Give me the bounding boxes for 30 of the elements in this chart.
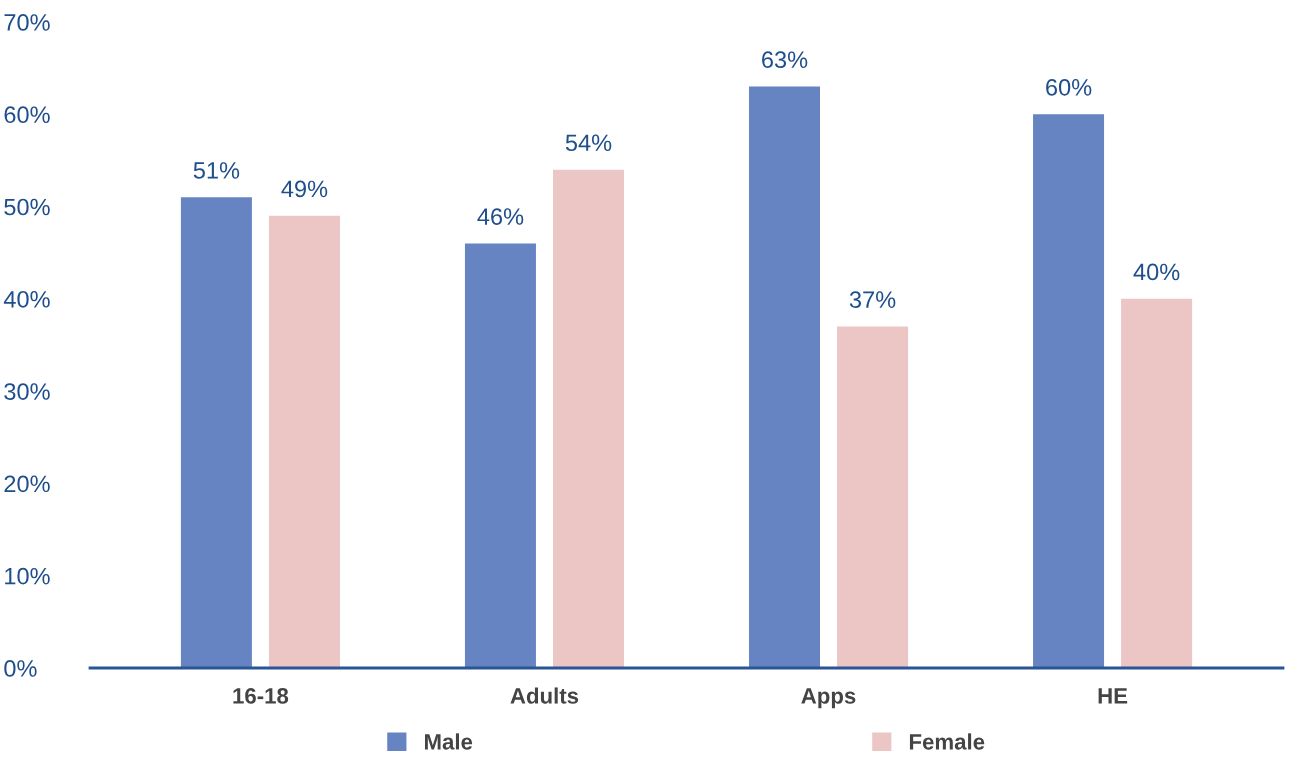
y-tick-label: 30% <box>4 383 50 400</box>
text: 46% <box>477 208 524 225</box>
y-tick-label: 0% <box>4 660 37 677</box>
bar <box>180 197 252 668</box>
text: 63% <box>762 51 808 69</box>
text: 40% <box>1133 263 1180 281</box>
x-tick-label: HE <box>1098 688 1128 704</box>
x-tick-label: Adults <box>510 687 579 704</box>
x-tick-label: 16-18 <box>233 688 289 704</box>
legend-label: Female <box>909 733 985 750</box>
bar <box>553 169 625 668</box>
bar <box>268 215 340 668</box>
text: 60% <box>1046 79 1092 96</box>
bar <box>837 326 909 668</box>
x-tick-label: Apps <box>801 688 856 709</box>
text: 51% <box>193 162 240 179</box>
bar <box>464 243 536 668</box>
text: 37% <box>849 291 896 308</box>
y-tick-label: 70% <box>4 14 50 31</box>
bar <box>748 86 820 668</box>
y-tick-label: 20% <box>4 475 50 493</box>
bar <box>1033 114 1105 668</box>
bar <box>1121 298 1193 668</box>
y-tick-label: 10% <box>5 567 50 585</box>
text: 49% <box>281 180 328 198</box>
y-tick-label: 50% <box>4 198 50 216</box>
legend-label: Male <box>425 733 473 750</box>
y-tick-label: 60% <box>4 106 50 124</box>
text: 54% <box>565 134 612 152</box>
y-tick-label: 40% <box>3 290 50 308</box>
